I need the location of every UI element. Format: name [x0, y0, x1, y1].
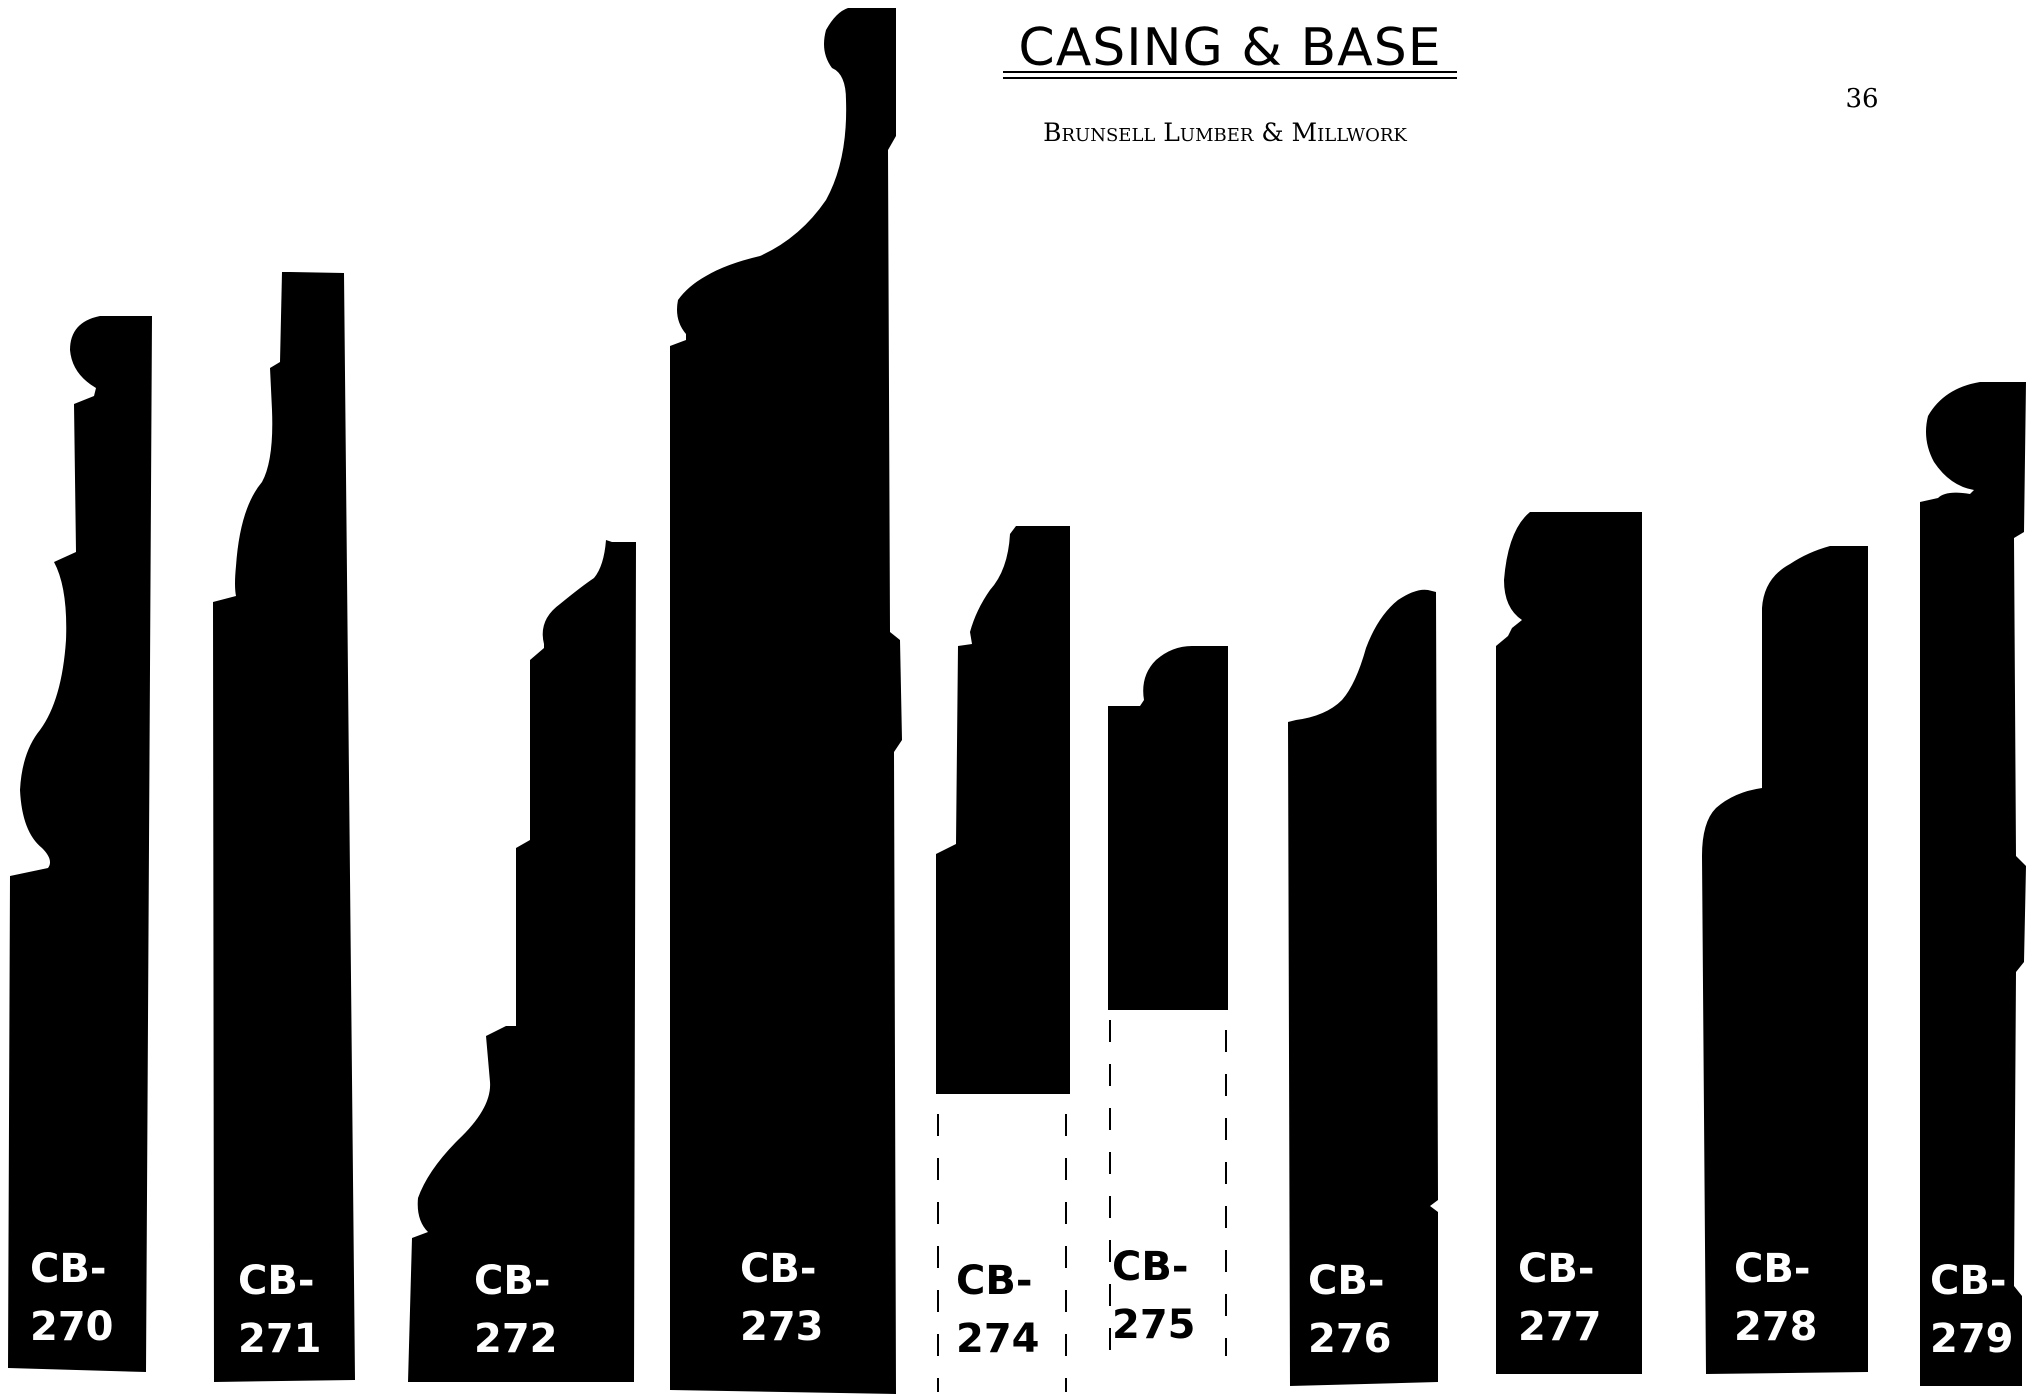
molding-profile-shape [1288, 589, 1438, 1386]
profile-cb-279: CB- 279 [1920, 382, 2026, 1386]
profile-code-number: 270 [30, 1304, 114, 1350]
molding-profile-shape [1920, 382, 2026, 1386]
profile-code-prefix: CB- [474, 1258, 550, 1304]
profile-cb-271: CB- 271 [213, 272, 355, 1382]
profile-code-prefix: CB- [956, 1258, 1032, 1304]
profile-code-number: 274 [956, 1316, 1040, 1362]
title-underline [1003, 71, 1457, 73]
profile-cb-272: CB- 272 [408, 540, 636, 1382]
profile-cb-274: CB- 274 [936, 526, 1070, 1392]
molding-profile-shape [670, 8, 902, 1394]
title-underline-second [1003, 77, 1457, 79]
profile-code-prefix: CB- [1518, 1246, 1594, 1292]
profile-code-prefix: CB- [1734, 1246, 1810, 1292]
profile-cb-276: CB- 276 [1288, 589, 1438, 1386]
profile-code-prefix: CB- [1930, 1258, 2006, 1304]
profile-code-prefix: CB- [1308, 1258, 1384, 1304]
profile-code-number: 271 [238, 1316, 322, 1362]
profile-cutoff-dashes [937, 1114, 1067, 1392]
profile-code-prefix: CB- [30, 1246, 106, 1292]
company-subtitle: Brunsell Lumber & Millwork [1043, 118, 1407, 147]
profile-cb-273: CB- 273 [670, 8, 902, 1394]
profile-code-number: 276 [1308, 1316, 1392, 1362]
profile-code-number: 277 [1518, 1304, 1602, 1350]
profile-code-prefix: CB- [740, 1246, 816, 1292]
page-title: CASING & BASE [1018, 18, 1442, 78]
profile-cb-278: CB- 278 [1702, 546, 1868, 1374]
profile-code-number: 278 [1734, 1304, 1818, 1350]
profile-code-number: 272 [474, 1316, 558, 1362]
profile-code-prefix: CB- [1112, 1244, 1188, 1290]
profile-cutoff-dashes [1109, 1020, 1227, 1356]
profile-code-number: 275 [1112, 1302, 1196, 1348]
profile-code-number: 273 [740, 1304, 824, 1350]
profile-cb-277: CB- 277 [1496, 512, 1642, 1374]
molding-profile-shape [1108, 646, 1228, 1010]
molding-profile-shape [8, 316, 152, 1372]
page-number: 36 [1845, 84, 1879, 114]
profile-code-prefix: CB- [238, 1258, 314, 1304]
molding-profile-shape [1496, 512, 1642, 1374]
molding-profile-shape [1702, 546, 1868, 1374]
profile-cb-270: CB- 270 [8, 316, 152, 1372]
profile-code-number: 279 [1930, 1316, 2014, 1362]
molding-profile-shape [408, 540, 636, 1382]
profile-cb-275: CB- 275 [1108, 646, 1228, 1356]
molding-profile-shape [936, 526, 1070, 1094]
molding-profile-shape [213, 272, 355, 1382]
